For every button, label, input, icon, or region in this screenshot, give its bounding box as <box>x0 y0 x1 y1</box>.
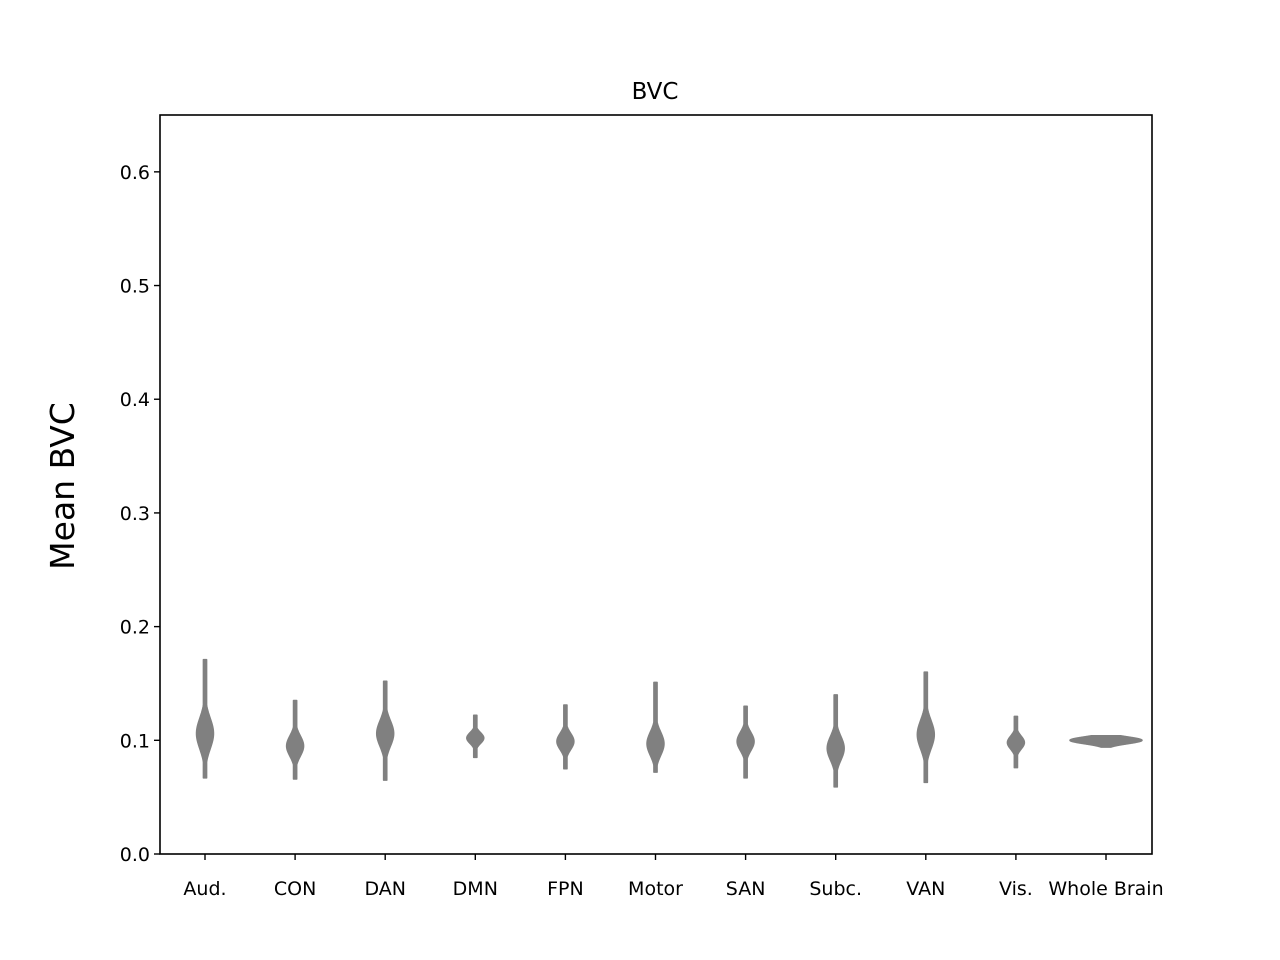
violin-fpn <box>556 704 575 770</box>
violin-subc <box>826 694 845 788</box>
x-tick-label-san: SAN <box>726 878 766 900</box>
x-tick-label-motor: Motor <box>628 878 683 900</box>
y-tick-label: 0.1 <box>120 730 150 752</box>
violin-van <box>916 671 936 784</box>
y-axis: 0.0 0.1 0.2 0.3 0.4 0.5 0.6 <box>120 162 160 866</box>
chart-title: BVC <box>632 79 679 105</box>
violin-motor <box>646 681 665 773</box>
y-tick-label: 0.4 <box>120 389 150 411</box>
violin-dmn <box>466 714 485 759</box>
violin-aud <box>195 658 215 779</box>
y-tick-label: 0.2 <box>120 617 150 639</box>
plot-frame <box>159 114 1153 855</box>
x-tick-label-dmn: DMN <box>453 878 498 900</box>
x-tick-label-van: VAN <box>906 878 945 900</box>
violin-whole-brain <box>1069 735 1143 748</box>
violin-con <box>285 699 305 780</box>
x-tick-label-whole-brain: Whole Brain <box>1048 878 1163 900</box>
y-tick-label: 0.6 <box>120 162 150 184</box>
x-tick-label-subc: Subc. <box>809 878 862 900</box>
violin-vis <box>1006 715 1026 769</box>
y-tick-label: 0.5 <box>120 276 150 298</box>
y-tick-label: 0.3 <box>120 503 150 525</box>
y-axis-label: Mean BVC <box>43 402 82 570</box>
y-tick-label: 0.0 <box>120 844 150 866</box>
violins-group <box>195 658 1143 788</box>
x-tick-label-fpn: FPN <box>547 878 584 900</box>
x-tick-label-vis: Vis. <box>999 878 1033 900</box>
x-tick-label-aud: Aud. <box>183 878 226 900</box>
violin-dan <box>375 680 395 781</box>
x-tick-label-con: CON <box>274 878 316 900</box>
violin-san <box>736 705 755 779</box>
x-tick-label-dan: DAN <box>364 878 406 900</box>
x-axis: Aud. CON DAN DMN FPN Motor SAN Subc. VAN Vis. Whol… <box>183 854 1164 900</box>
